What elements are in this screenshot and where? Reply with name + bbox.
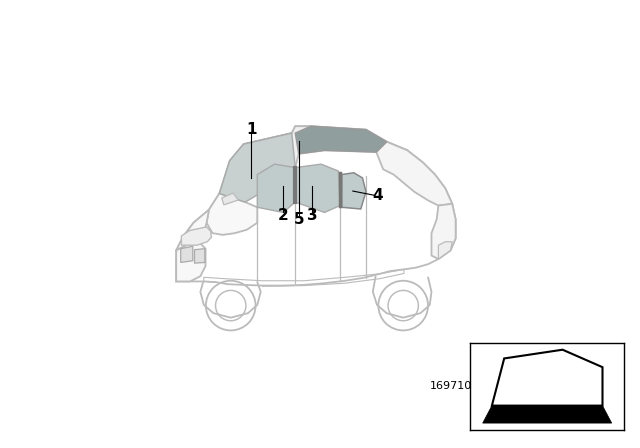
- Text: 169710: 169710: [429, 381, 472, 391]
- Text: 4: 4: [372, 188, 383, 202]
- Polygon shape: [207, 194, 257, 235]
- Polygon shape: [176, 126, 456, 285]
- Text: 2: 2: [278, 208, 289, 224]
- Polygon shape: [221, 193, 238, 205]
- Text: 5: 5: [293, 212, 304, 227]
- Polygon shape: [257, 164, 295, 212]
- Polygon shape: [431, 204, 456, 259]
- Text: 1: 1: [246, 122, 257, 137]
- Polygon shape: [180, 246, 193, 263]
- Polygon shape: [220, 133, 295, 202]
- Polygon shape: [342, 173, 366, 209]
- Polygon shape: [195, 249, 205, 263]
- Polygon shape: [295, 164, 340, 212]
- Polygon shape: [176, 240, 205, 281]
- Text: 3: 3: [307, 208, 318, 224]
- Polygon shape: [176, 210, 209, 250]
- Polygon shape: [243, 126, 407, 178]
- Polygon shape: [376, 142, 452, 206]
- Polygon shape: [438, 242, 452, 259]
- Polygon shape: [181, 227, 211, 245]
- Polygon shape: [483, 405, 612, 423]
- Polygon shape: [295, 126, 387, 154]
